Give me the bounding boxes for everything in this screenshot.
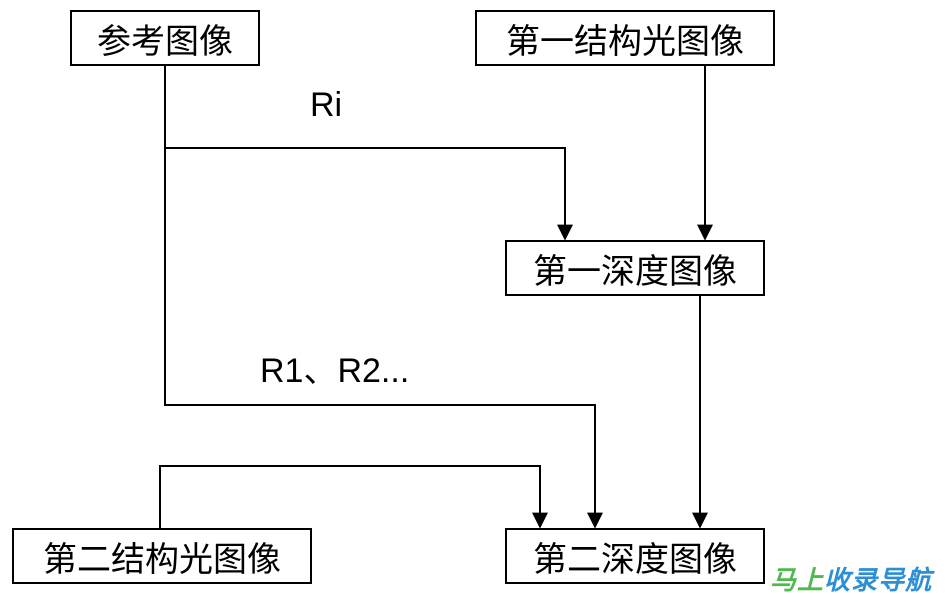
edge-ref-to-second-depth	[165, 148, 595, 527]
watermark-char: 航	[905, 565, 932, 595]
watermark-char: 录	[851, 565, 878, 595]
node-label: 第二深度图像	[533, 532, 737, 581]
edge-ref-to-first-depth	[165, 66, 565, 239]
watermark-char: 收	[824, 565, 851, 595]
node-first-depth-image: 第一深度图像	[505, 240, 765, 296]
watermark-char: 导	[878, 565, 905, 595]
node-label: 第二结构光图像	[43, 532, 281, 581]
watermark-char: 上	[797, 565, 824, 595]
node-second-structured-light: 第二结构光图像	[12, 528, 312, 584]
node-label: 第一结构光图像	[506, 14, 744, 63]
edge-label-r1-r2: R1、R2...	[260, 343, 409, 392]
edge-second-struct-to-second-depth	[160, 466, 540, 528]
node-first-structured-light: 第一结构光图像	[475, 10, 775, 66]
node-second-depth-image: 第二深度图像	[505, 528, 765, 584]
edge-label-ri: Ri	[310, 86, 342, 125]
node-label: 参考图像	[97, 14, 233, 63]
watermark-char: 马	[770, 565, 797, 595]
node-reference-image: 参考图像	[70, 10, 260, 66]
node-label: 第一深度图像	[533, 244, 737, 293]
flowchart-edges	[0, 0, 945, 602]
watermark: 马上收录导航	[770, 560, 932, 597]
